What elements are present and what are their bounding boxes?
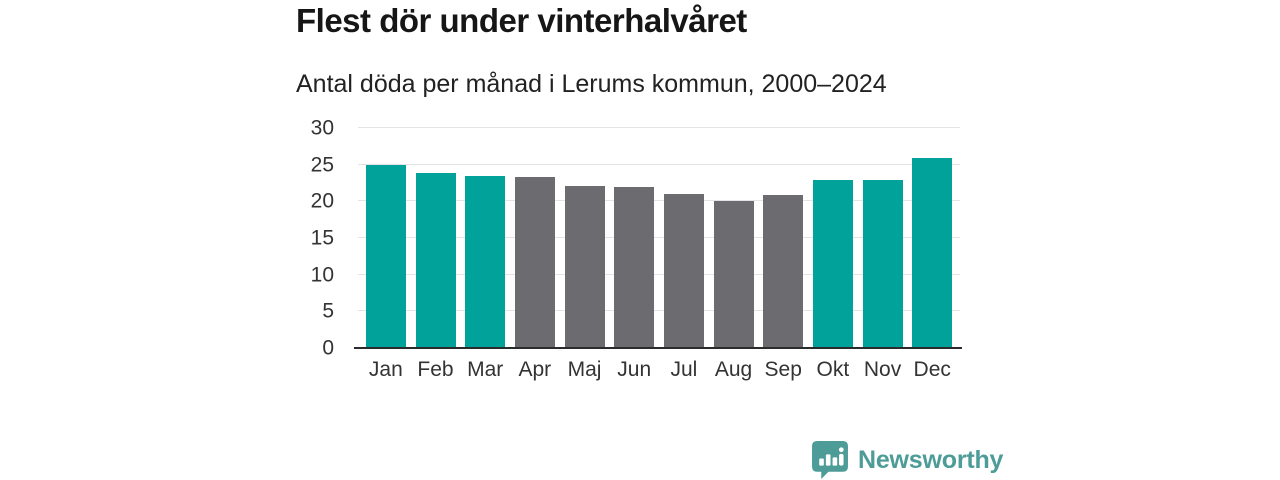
bar-feb	[415, 172, 456, 348]
gridline-15	[358, 237, 960, 238]
y-axis: 0 5 10 15 20 25 30	[284, 118, 346, 359]
bar-slot-aug	[709, 128, 759, 348]
gridline-20	[358, 200, 960, 202]
x-tick-label-jul: Jul	[670, 358, 698, 381]
y-tick-label-5: 5	[322, 299, 334, 323]
bar-mar	[465, 175, 506, 348]
bar-aug	[713, 200, 754, 348]
x-tick-label-mar: Mar	[467, 358, 504, 381]
y-tick-label-0: 0	[322, 336, 334, 360]
chart-title: Flest dör under vinterhalvåret	[296, 2, 747, 39]
bar-slot-maj	[560, 128, 610, 348]
bar-sep	[763, 194, 804, 348]
bar-slot-mar	[460, 128, 510, 348]
x-tick-label-feb: Feb	[417, 358, 454, 381]
bar-dec	[912, 158, 953, 348]
gridline-30	[358, 127, 960, 128]
newsworthy-speech-bubble-barchart-icon	[812, 441, 848, 479]
x-tick-label-okt: Okt	[816, 358, 850, 381]
bar-jul	[663, 194, 704, 348]
bar-series	[358, 128, 960, 348]
bar-okt	[812, 180, 853, 348]
gridline-10	[358, 273, 960, 275]
bar-slot-apr	[510, 128, 560, 348]
y-tick-label-15: 15	[310, 226, 334, 250]
x-tick-label-nov: Nov	[863, 358, 902, 381]
x-axis-line	[354, 347, 962, 349]
bar-slot-dec	[907, 128, 957, 348]
y-tick-label-20: 20	[310, 189, 334, 213]
bar-slot-nov	[858, 128, 908, 348]
x-tick-label-dec: Dec	[913, 358, 951, 381]
x-axis: Jan Feb Mar Apr Maj Jun Jul Aug Sep Okt Nov Dec	[358, 358, 960, 382]
bar-slot-jan	[361, 128, 411, 348]
bar-jan	[365, 164, 406, 348]
chart-subtitle: Antal döda per månad i Lerums kommun, 20…	[296, 70, 887, 98]
bar-nov	[862, 180, 903, 348]
bar-slot-okt	[808, 128, 858, 348]
gridline-25	[358, 163, 960, 165]
newsworthy-logo: Newsworthy	[812, 441, 1003, 479]
bar-maj	[564, 185, 605, 348]
bar-slot-feb	[411, 128, 461, 348]
bar-jun	[614, 187, 655, 348]
y-tick-label-30: 30	[310, 116, 334, 140]
bar-slot-jun	[609, 128, 659, 348]
y-tick-label-25: 25	[310, 153, 334, 177]
x-tick-label-aug: Aug	[714, 358, 753, 381]
brand-name-text: Newsworthy	[858, 445, 1004, 474]
x-tick-label-sep: Sep	[764, 358, 802, 381]
bar-apr	[514, 177, 555, 348]
gridline-5	[358, 310, 960, 312]
x-tick-label-maj: Maj	[567, 358, 602, 381]
x-tick-label-jan: Jan	[368, 358, 403, 381]
bar-slot-sep	[758, 128, 808, 348]
y-tick-label-10: 10	[310, 263, 334, 287]
bar-slot-jul	[659, 128, 709, 348]
x-tick-label-apr: Apr	[518, 358, 552, 381]
plot-area: 0 5 10 15 20 25 30 Jan Feb Mar Apr Maj Jun Jul Aug Sep…	[311, 118, 962, 381]
x-tick-label-jun: Jun	[617, 358, 652, 381]
